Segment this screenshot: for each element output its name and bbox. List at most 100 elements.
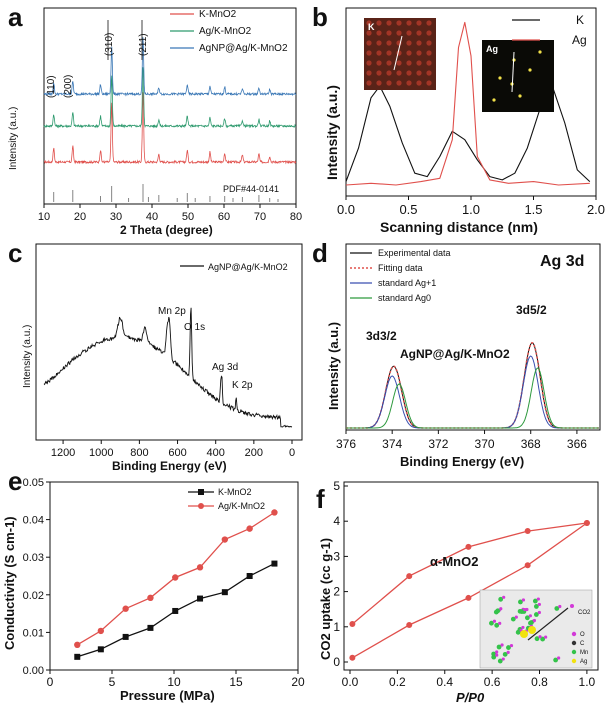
panel-f-xlabel: P/P0	[456, 690, 485, 705]
panel-e-point-ag-k-mno2	[196, 564, 204, 571]
panel-d-xtick-label: 376	[336, 437, 356, 451]
panel-b-inset-k-dot	[416, 80, 422, 86]
crystal-o-atom	[509, 643, 514, 648]
crystal-mn-atom	[496, 644, 502, 650]
panel-a-xtick-label: 50	[182, 211, 194, 223]
panel-b-inset-k-dot	[376, 20, 382, 26]
panel-b-inset-k-dot	[376, 30, 382, 36]
panel-b-xtick-label: 0.5	[399, 202, 417, 217]
crystal-mn-atom	[495, 608, 501, 614]
crystal-o-atom	[537, 602, 541, 607]
panel-b-inset-k-dot	[386, 50, 392, 56]
panel-d-xtick-label: 370	[475, 437, 495, 451]
crystal-mn-atom	[553, 657, 559, 663]
crystal-o-atom	[538, 635, 542, 639]
panel-b-inset-k-dot	[396, 70, 402, 76]
panel-c-xtick-label: 1000	[89, 447, 113, 459]
panel-d-traces	[346, 341, 599, 429]
legend-marker-e-ag	[198, 503, 204, 509]
panel-a-xtick-label: 40	[146, 211, 158, 223]
panel-b-inset-k-dot	[396, 30, 402, 36]
panel-b-inset-k-dot	[376, 70, 382, 76]
panel-e-point-ag-k-mno2	[97, 627, 105, 635]
panel-d-axes	[345, 243, 601, 431]
panel-f-inset-c-marker	[571, 640, 577, 646]
legend-agnp: AgNP@Ag/K-MnO2	[199, 43, 288, 54]
panel-d-annot-3d52: 3d5/2	[516, 303, 547, 317]
panel-e-point-ag-k-mno2	[221, 536, 229, 543]
panel-a-traces	[43, 37, 297, 165]
panel-b-inset-k-label: K	[368, 22, 375, 32]
legend-experimental: Experimental data	[378, 248, 451, 258]
panel-b-inset-k-dot	[366, 80, 372, 86]
panel-e-xtick-label: 15	[229, 675, 243, 689]
panel-b-inset-k-dot	[366, 20, 372, 26]
panel-f-ytick-label: 0	[333, 655, 340, 669]
crystal-co2-molecule	[570, 604, 574, 608]
panel-b-inset-k-dot	[416, 40, 422, 46]
crystal-mn-atom	[518, 599, 523, 605]
panel-f-point-desorption	[524, 528, 531, 535]
panel-e-point-ag-k-mno2	[147, 594, 154, 602]
panel-b-inset-k-dot	[366, 60, 372, 66]
legend-e-ag-k-mno2: Ag/K-MnO2	[218, 501, 265, 511]
panel-f-inset-o: O	[580, 632, 585, 638]
panel-a-letter: a	[8, 2, 23, 32]
panel-a-xlabel: 2 Theta (degree)	[120, 223, 213, 237]
panel-a-legend: K-MnO2 Ag/K-MnO2 AgNP@Ag/K-MnO2	[170, 9, 288, 54]
crystal-o-atom	[521, 598, 526, 602]
panel-d-xtick-label: 366	[567, 437, 587, 451]
panel-b-inset-k-dot	[416, 50, 422, 56]
panel-b-legend: K Ag	[512, 13, 587, 47]
panel-b-inset-k-dot	[386, 80, 392, 86]
crystal-o-atom	[557, 656, 561, 660]
panel-b-inset-k-dot	[426, 70, 432, 76]
panel-c-xtick-label: 800	[130, 447, 148, 459]
crystal-o-atom	[492, 619, 497, 623]
crystal-mn-atom	[494, 622, 500, 628]
panel-c-xlabel: Binding Energy (eV)	[112, 459, 227, 473]
panel-a: a 10 20 30 40 50 60 70 80 2 Theta (degree) Inte…	[8, 2, 302, 237]
panel-b-inset-k-dot	[416, 30, 422, 36]
legend-ag: Ag	[572, 33, 587, 47]
panel-b-inset-k-dot	[426, 20, 432, 26]
crystal-mn-atom	[529, 620, 534, 625]
panel-e-point-ag-k-mno2	[172, 574, 179, 581]
legend-ag1: standard Ag+1	[378, 278, 436, 288]
panel-f-inset-c: C	[580, 641, 585, 647]
panel-a-axes	[43, 7, 297, 205]
panel-a-trace-1	[43, 67, 296, 129]
panel-e-point-k-mno2	[271, 560, 278, 567]
panel-a-xtick-label: 70	[254, 211, 266, 223]
panel-b: b 0.0 0.5 1.0 1.5 2.0 Scanning distance (nm)…	[312, 2, 605, 235]
crystal-mn-atom	[506, 645, 511, 650]
panel-d-annot-3d32: 3d3/2	[366, 329, 397, 343]
panel-f-ytick-label: 2	[333, 585, 340, 599]
panel-b-inset-k-dot	[426, 40, 432, 46]
panel-e-point-k-mno2	[221, 589, 228, 596]
panel-c-annot-k2p: K 2p	[232, 380, 253, 391]
panel-e-point-k-mno2	[97, 646, 104, 653]
panel-a-annot-110: (110)	[46, 75, 57, 98]
crystal-mn-atom	[554, 606, 560, 611]
panel-f-xtick-label: 1.0	[579, 675, 596, 689]
panel-b-inset-k-dot	[376, 60, 382, 66]
crystal-ag-atom	[528, 626, 536, 634]
panel-c-annot-o1s: O 1s	[184, 322, 205, 333]
panel-b-xtick-label: 2.0	[587, 202, 605, 217]
panel-c-annot-ag3d: Ag 3d	[212, 362, 238, 373]
panel-c-axes	[35, 243, 303, 441]
panel-b-inset-k-dot	[426, 30, 432, 36]
panel-b-inset-k-dot	[406, 60, 412, 66]
panel-a-ylabel: Intensity (a.u.)	[8, 107, 19, 170]
panel-b-inset-k-dot	[376, 40, 382, 46]
panel-c-survey-trace	[43, 307, 293, 428]
panel-c-letter: c	[8, 238, 22, 268]
crystal-mn-atom	[524, 615, 530, 621]
crystal-mn-atom	[491, 654, 497, 660]
crystal-mn-atom	[497, 658, 503, 664]
crystal-o-atom	[502, 595, 506, 599]
panel-c-annot-mn2p: Mn 2p	[158, 306, 186, 317]
panel-a-xtick-label: 20	[74, 211, 86, 223]
panel-f-point-desorption	[465, 543, 472, 550]
